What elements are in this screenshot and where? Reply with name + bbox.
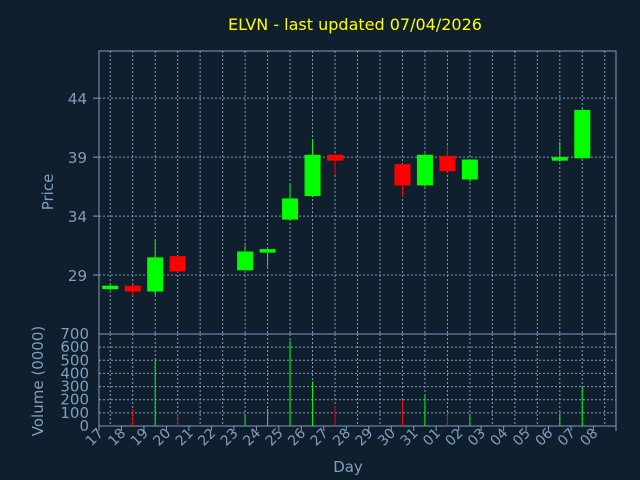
x-tick-label: 21 [173, 426, 197, 450]
price-panel: 29 34 39 44 [68, 50, 617, 335]
volume-axis-label: Volume (0000) [29, 326, 47, 436]
volume-grid [99, 333, 616, 427]
candle-body [574, 109, 591, 159]
x-tick-label: 30 [375, 426, 399, 450]
candle-body [282, 198, 299, 220]
price-tick-label: 44 [68, 90, 87, 108]
x-axis-label: Day [333, 458, 363, 476]
x-tick-label: 05 [510, 426, 534, 450]
candle-body [394, 164, 411, 186]
x-tick-label: 31 [398, 426, 422, 450]
candle-body [124, 285, 141, 292]
x-tick-label: 22 [195, 426, 219, 450]
candle-body [259, 249, 276, 253]
price-tick-labels: 29 34 39 44 [68, 90, 87, 285]
x-tick-label: 24 [240, 425, 264, 449]
candle-body [551, 157, 568, 161]
volume-tick-label: 300 [60, 378, 89, 396]
volume-bars [132, 340, 583, 426]
x-tick-label: 20 [150, 426, 174, 450]
volume-tick-label: 100 [60, 404, 89, 422]
volume-tick-label: 500 [60, 351, 89, 369]
price-tick-label: 29 [68, 267, 87, 285]
candle-body [102, 285, 119, 290]
x-tick-label: 26 [285, 425, 309, 449]
x-tick-label: 29 [353, 426, 377, 450]
x-tick-label: 28 [330, 426, 354, 450]
x-tick-label: 08 [577, 426, 601, 450]
x-tick-label: 06 [532, 425, 556, 449]
volume-tick-label: 600 [60, 338, 89, 356]
candle-body [439, 155, 456, 172]
x-tick-label: 07 [555, 426, 579, 450]
x-tick-label: 03 [465, 426, 489, 450]
volume-tick-label: 700 [60, 325, 89, 343]
x-tick-label: 02 [443, 426, 467, 450]
candle-body [461, 159, 478, 180]
volume-tick-label: 400 [60, 364, 89, 382]
candle-body [237, 251, 254, 271]
x-tick-label: 23 [218, 426, 242, 450]
price-axis-label: Price [39, 174, 57, 211]
candle-body [327, 154, 344, 161]
chart-title: ELVN - last updated 07/04/2026 [228, 15, 482, 34]
x-tick-label: 04 [488, 425, 512, 449]
candle-body [304, 154, 321, 197]
x-tick-label: 25 [263, 426, 287, 450]
price-grid [93, 51, 616, 334]
volume-tick-label: 200 [60, 391, 89, 409]
volume-tick-label: 0 [79, 417, 89, 435]
price-tick-label: 34 [68, 208, 87, 226]
x-tick-label: 18 [105, 426, 129, 450]
candle-body [416, 154, 433, 186]
candle-body [169, 256, 186, 272]
x-tick-label: 19 [128, 426, 152, 450]
price-tick-label: 39 [68, 149, 87, 167]
x-tick-label: 27 [308, 426, 332, 450]
x-tick-label: 01 [420, 426, 444, 450]
x-tick-labels: 1718192021222324252627282930310102030405… [83, 425, 617, 450]
candles [102, 108, 591, 297]
candle-body [147, 257, 164, 292]
